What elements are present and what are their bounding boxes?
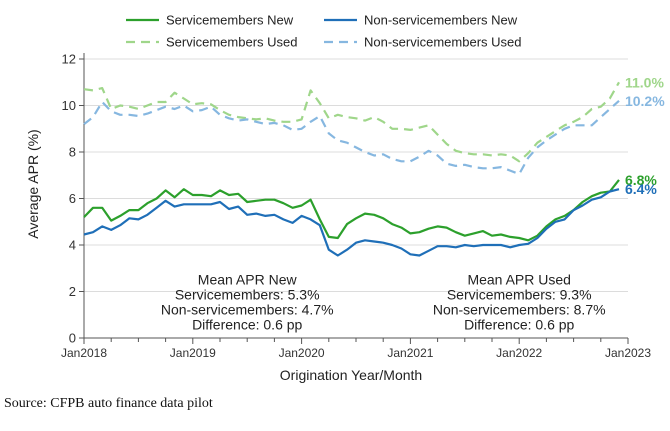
y-axis-label: Average APR (%) [25,129,41,238]
legend-label: Servicemembers New [166,13,294,28]
y-tick-label: 12 [62,52,76,67]
end-label-non-servicemembers-used: 10.2% [625,93,665,109]
gridlines [84,58,628,339]
y-tick-label: 4 [69,238,76,253]
annotation-line: Mean APR Used [467,271,571,287]
series-lines [83,81,620,257]
y-tick-label: 0 [69,331,76,346]
x-tick-label: Jan2018 [61,346,107,360]
annotation-line: Non-servicemembers: 8.7% [433,301,606,317]
series-line-servicemembers-used [83,81,620,163]
x-tick-label: Jan2021 [387,346,433,360]
annotation-line: Difference: 0.6 pp [192,316,302,332]
legend-label: Servicemembers Used [166,35,298,50]
end-label-servicemembers-used: 11.0% [625,74,664,90]
legend-item-servicemembers-used: Servicemembers Used [126,35,298,50]
apr-line-chart: 0 2 4 6 8 10 12 Jan2018 Jan2019 Jan2020 Jan2021 Jan… [25,13,665,384]
x-tick-label: Jan2023 [605,346,651,360]
y-tick-label: 2 [69,284,76,299]
legend-item-servicemembers-new: Servicemembers New [126,13,294,28]
x-axis-label: Origination Year/Month [280,367,422,383]
legend-item-non-servicemembers-new: Non-servicemembers New [324,13,518,28]
annotation-line: Mean APR New [198,271,298,287]
y-tick-label: 8 [69,145,76,160]
series-line-servicemembers-new [83,179,620,242]
legend-label: Non-servicemembers Used [364,35,522,50]
annotation-line: Difference: 0.6 pp [464,316,574,332]
legend-item-non-servicemembers-used: Non-servicemembers Used [324,35,522,50]
y-tick-label: 6 [69,191,76,206]
series-line-non-servicemembers-new [83,188,620,257]
annotation-line: Servicemembers: 5.3% [175,286,320,302]
series-line-non-servicemembers-used [83,99,620,176]
source-note: Source: CFPB auto finance data pilot [4,396,213,411]
x-tick-label: Jan2022 [496,346,542,360]
axes: 0 2 4 6 8 10 12 Jan2018 Jan2019 Jan2020 Jan2021 Jan… [61,52,651,361]
legend: Servicemembers New Non-servicemembers New… [126,13,522,50]
x-tick-label: Jan2019 [170,346,216,360]
end-label-non-servicemembers-new: 6.4% [625,181,657,197]
legend-label: Non-servicemembers New [364,13,518,28]
y-tick-label: 10 [62,98,76,113]
end-labels: 6.8%6.4% 11.0% 10.2% [625,74,665,197]
x-tick-label: Jan2020 [279,346,325,360]
end-label-servicemembers-new: 6.8% [625,172,657,188]
annotation-line: Non-servicemembers: 4.7% [161,301,334,317]
annotation-line: Servicemembers: 9.3% [447,286,592,302]
